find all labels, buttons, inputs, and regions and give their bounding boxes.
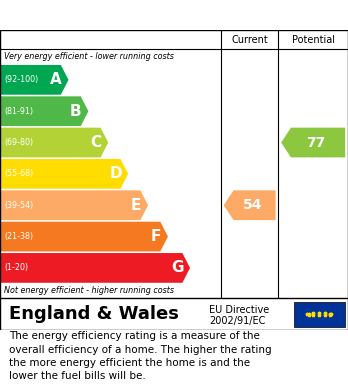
Text: B: B [70, 104, 82, 119]
Polygon shape [0, 253, 190, 283]
Text: E: E [130, 198, 141, 213]
Polygon shape [0, 190, 148, 220]
Text: (69-80): (69-80) [4, 138, 33, 147]
Text: D: D [109, 167, 122, 181]
Text: A: A [50, 72, 62, 87]
Polygon shape [0, 159, 128, 189]
Text: F: F [150, 229, 161, 244]
Text: Very energy efficient - lower running costs: Very energy efficient - lower running co… [4, 52, 174, 61]
Text: 2002/91/EC: 2002/91/EC [209, 316, 265, 326]
Polygon shape [0, 222, 168, 251]
Text: (55-68): (55-68) [4, 169, 33, 178]
Text: (92-100): (92-100) [4, 75, 38, 84]
Text: C: C [90, 135, 101, 150]
Bar [294, 301, 345, 327]
Text: G: G [171, 260, 184, 275]
Text: (1-20): (1-20) [4, 264, 28, 273]
Text: (39-54): (39-54) [4, 201, 33, 210]
Polygon shape [224, 190, 276, 220]
Text: 54: 54 [243, 198, 262, 212]
Text: Not energy efficient - higher running costs: Not energy efficient - higher running co… [4, 287, 174, 296]
Text: Energy Efficiency Rating: Energy Efficiency Rating [9, 7, 230, 23]
Text: Current: Current [231, 35, 268, 45]
Polygon shape [0, 96, 88, 126]
Polygon shape [0, 128, 108, 158]
Text: England & Wales: England & Wales [9, 305, 179, 323]
Text: (81-91): (81-91) [4, 107, 33, 116]
Text: 77: 77 [307, 136, 326, 149]
Polygon shape [281, 128, 345, 158]
Text: EU Directive: EU Directive [209, 305, 269, 314]
Text: The energy efficiency rating is a measure of the
overall efficiency of a home. T: The energy efficiency rating is a measur… [9, 332, 271, 381]
Text: (21-38): (21-38) [4, 232, 33, 241]
Polygon shape [0, 65, 69, 95]
Text: Potential: Potential [292, 35, 335, 45]
